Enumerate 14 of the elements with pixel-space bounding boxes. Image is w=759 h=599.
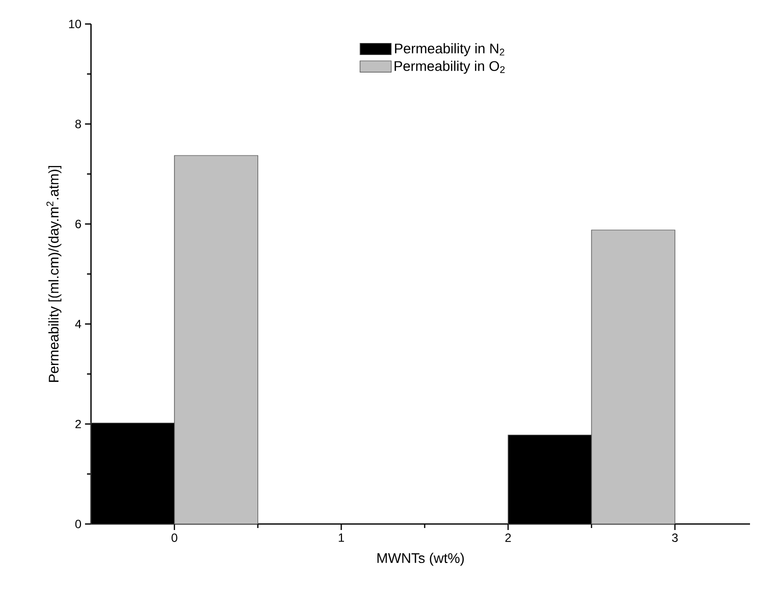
y-tick-label: 4 <box>75 320 82 328</box>
legend-label: Permeability in O$_{2}$ <box>394 60 505 74</box>
y-tick-label: 10 <box>69 20 82 28</box>
y-tick-label: 6 <box>75 220 81 228</box>
y-tick-label: 0 <box>75 520 82 528</box>
y-axis-title: Permeability [(ml.cm)/(day.m$^{2}$.atm)] <box>46 166 62 382</box>
legend-label: Permeability in N$_{2}$ <box>395 43 504 56</box>
x-tick-label: 0 <box>172 534 178 542</box>
y-tick-label: 2 <box>75 420 81 428</box>
x-axis-title: MWNTs (wt%) <box>377 552 464 566</box>
y-tick-label: 8 <box>75 120 81 128</box>
x-tick-label: 2 <box>505 534 511 542</box>
x-tick-label: 1 <box>338 534 344 542</box>
x-tick-label: 3 <box>672 534 678 542</box>
